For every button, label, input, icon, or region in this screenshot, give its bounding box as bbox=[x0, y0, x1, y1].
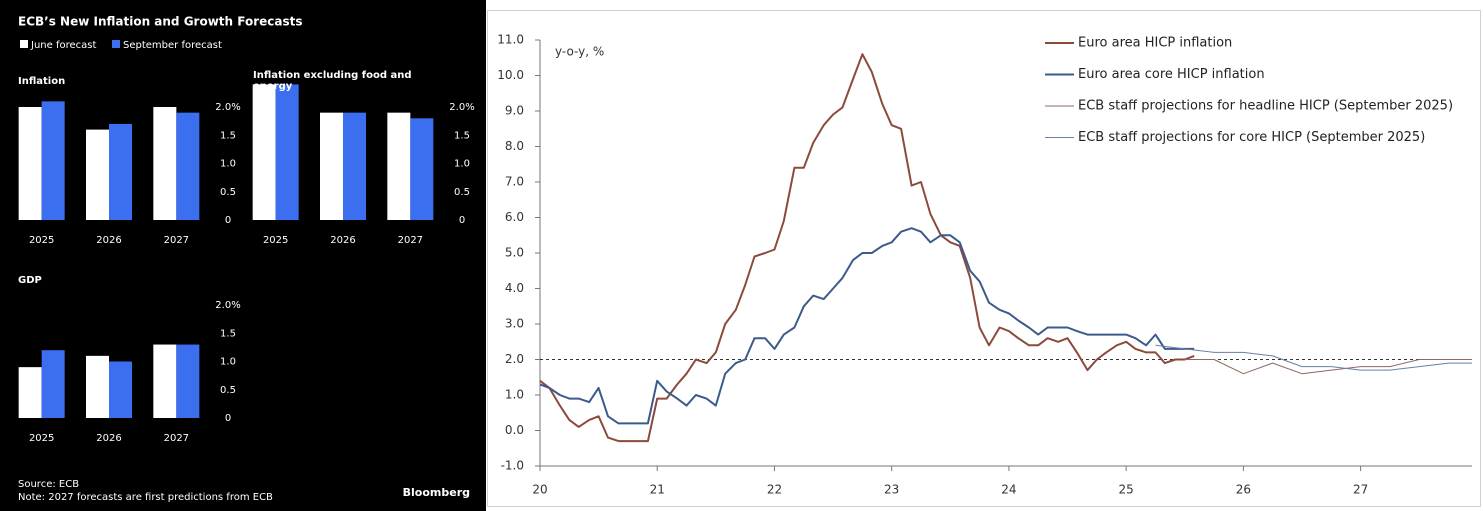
bar bbox=[86, 129, 109, 220]
bar bbox=[41, 101, 65, 220]
x-tick-label: 20 bbox=[532, 483, 547, 497]
y-tick-label: 11.0 bbox=[497, 33, 524, 47]
panel-title: ECB’s New Inflation and Growth Forecasts bbox=[18, 15, 303, 29]
y-tick-label: 4.0 bbox=[505, 281, 524, 295]
bar bbox=[343, 112, 366, 220]
y-tick-label: 7.0 bbox=[505, 175, 524, 189]
bloomberg-panel: ECB’s New Inflation and Growth Forecasts… bbox=[0, 0, 486, 511]
x-tick-label: 26 bbox=[1236, 483, 1251, 497]
y-tick-label: 9.0 bbox=[505, 104, 524, 118]
legend-label: June forecast bbox=[30, 40, 96, 51]
note: Note: 2027 forecasts are first predictio… bbox=[18, 492, 273, 503]
x-tick-label: 2027 bbox=[398, 235, 423, 246]
y-tick-label: 2.0% bbox=[449, 102, 474, 113]
panel-background bbox=[0, 0, 486, 511]
y-tick-label: 1.0 bbox=[454, 159, 470, 170]
legend-label: ECB staff projections for core HICP (Sep… bbox=[1078, 130, 1425, 145]
bar bbox=[153, 107, 177, 220]
y-tick-label: 2.0% bbox=[215, 300, 240, 311]
legend-swatch bbox=[112, 40, 120, 48]
y-tick-label: 1.0 bbox=[220, 357, 236, 368]
x-tick-label: 2025 bbox=[263, 235, 288, 246]
x-tick-label: 2025 bbox=[29, 235, 54, 246]
x-tick-label: 24 bbox=[1001, 483, 1016, 497]
x-tick-label: 2025 bbox=[29, 433, 54, 444]
y-tick-label: 8.0 bbox=[505, 139, 524, 153]
legend-label: ECB staff projections for headline HICP … bbox=[1078, 99, 1453, 114]
bar bbox=[109, 123, 132, 220]
y-tick-label: -1.0 bbox=[501, 459, 524, 473]
y-tick-label: 10.0 bbox=[497, 68, 524, 82]
chart-border bbox=[487, 10, 1481, 507]
legend-label: September forecast bbox=[123, 40, 222, 51]
bar-chart-title: Inflation excluding food and energy bbox=[253, 70, 412, 92]
x-tick-label: 22 bbox=[767, 483, 782, 497]
bar bbox=[109, 361, 132, 418]
bar bbox=[387, 112, 411, 220]
x-tick-label: 2027 bbox=[164, 433, 189, 444]
bar bbox=[176, 112, 200, 220]
bar-chart-title: GDP bbox=[18, 275, 42, 286]
y-tick-label: 0.5 bbox=[220, 385, 236, 396]
bar bbox=[410, 118, 434, 220]
y-tick-label: 3.0 bbox=[505, 317, 524, 331]
line-series bbox=[1184, 359, 1472, 375]
brand: Bloomberg bbox=[403, 486, 470, 499]
bar bbox=[176, 344, 200, 418]
bar bbox=[252, 84, 276, 221]
x-tick-label: 2026 bbox=[96, 235, 121, 246]
y-tick-label: 0 bbox=[459, 215, 465, 226]
source: Source: ECB bbox=[18, 479, 79, 490]
x-tick-label: 25 bbox=[1119, 483, 1134, 497]
x-tick-label: 27 bbox=[1353, 483, 1368, 497]
legend-label: Euro area core HICP inflation bbox=[1078, 67, 1265, 82]
line-series bbox=[539, 53, 1195, 443]
y-tick-label: 0.5 bbox=[220, 187, 236, 198]
y-tick-label: 6.0 bbox=[505, 210, 524, 224]
bar bbox=[275, 84, 299, 221]
bar bbox=[320, 112, 343, 220]
axis-label: y-o-y, % bbox=[555, 45, 604, 59]
legend-swatch bbox=[20, 40, 28, 48]
y-tick-label: 0 bbox=[225, 413, 231, 424]
line-series bbox=[539, 227, 1195, 425]
y-tick-label: 1.0 bbox=[220, 159, 236, 170]
bar bbox=[153, 344, 177, 418]
bar bbox=[86, 355, 109, 418]
y-tick-label: 2.0 bbox=[505, 352, 524, 366]
x-tick-label: 2027 bbox=[164, 235, 189, 246]
y-tick-label: 0 bbox=[225, 215, 231, 226]
x-tick-label: 21 bbox=[650, 483, 665, 497]
y-tick-label: 0.5 bbox=[454, 187, 470, 198]
legend-label: Euro area HICP inflation bbox=[1078, 36, 1232, 51]
bar bbox=[41, 350, 65, 418]
y-tick-label: 1.5 bbox=[220, 328, 236, 339]
bar bbox=[18, 367, 42, 418]
y-tick-label: 2.0% bbox=[215, 102, 240, 113]
x-tick-label: 2026 bbox=[330, 235, 355, 246]
y-tick-label: 0.0 bbox=[505, 423, 524, 437]
line-series bbox=[1155, 344, 1472, 371]
x-tick-label: 23 bbox=[884, 483, 899, 497]
y-tick-label: 1.0 bbox=[505, 388, 524, 402]
y-tick-label: 1.5 bbox=[454, 130, 470, 141]
x-tick-label: 2026 bbox=[96, 433, 121, 444]
y-tick-label: 1.5 bbox=[220, 130, 236, 141]
y-tick-label: 5.0 bbox=[505, 246, 524, 260]
bar bbox=[18, 107, 42, 220]
bar-chart-title: Inflation bbox=[18, 76, 66, 87]
